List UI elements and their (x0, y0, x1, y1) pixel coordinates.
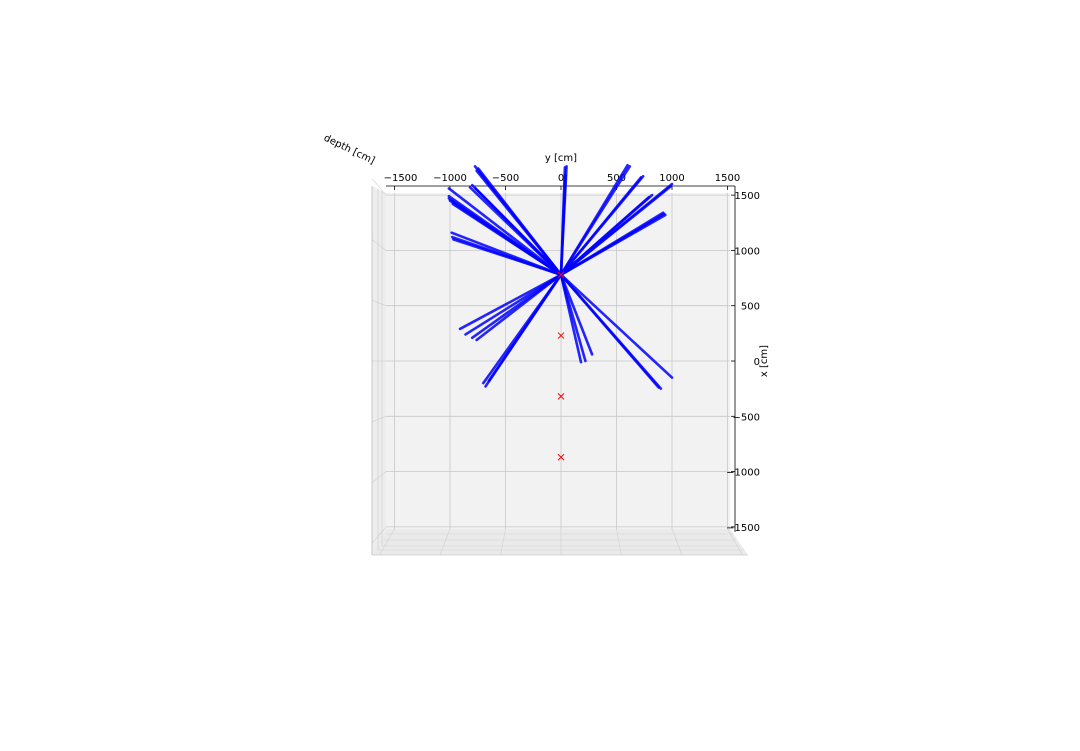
x-tick-label: −500 (492, 173, 519, 184)
floor-grid-line (727, 528, 743, 556)
track-line (475, 273, 563, 342)
side-grid-line (371, 299, 387, 306)
marker-x (557, 271, 565, 279)
grid-lines (371, 178, 743, 556)
track-line (559, 273, 587, 363)
floor-grid-line (379, 528, 395, 556)
x-axis-title: y [cm] (545, 153, 577, 164)
y-tick-label: −1500 (726, 523, 760, 534)
y-tick-label: −500 (733, 412, 760, 423)
track-line (559, 173, 567, 277)
floor-grid-line (500, 528, 506, 556)
track-line (559, 174, 645, 277)
floor-pane (372, 529, 748, 555)
side-grid-line (371, 526, 387, 544)
x-axis-ticks: −1500 −1000 −500 0 500 1000 1500 (384, 173, 740, 190)
x-tick-label: 0 (558, 173, 564, 184)
floor-grid-line (671, 528, 683, 556)
y-tick-label: 1000 (735, 246, 760, 257)
side-grid-line (371, 416, 387, 423)
tracks (447, 163, 674, 390)
depth-axis (371, 186, 748, 556)
floor-grid-line (616, 528, 622, 556)
y-tick-label: 0 (754, 357, 760, 368)
track-line (559, 165, 632, 277)
track-line (559, 273, 594, 356)
y-tick-label: −1000 (726, 468, 760, 479)
side-grid-line (371, 239, 387, 251)
y-tick-label: 500 (741, 302, 760, 313)
track-line (559, 273, 660, 389)
track-line (559, 193, 654, 277)
marker-x (557, 393, 565, 400)
track-line (451, 202, 563, 277)
side-grid-line (371, 178, 387, 196)
track-line (474, 187, 563, 277)
z-axis-title: depth [cm] (322, 133, 377, 167)
track-line (559, 211, 665, 277)
marker-x (557, 332, 565, 339)
track-line (452, 238, 563, 277)
floor-grid-line (439, 528, 451, 556)
x-tick-label: −1000 (433, 173, 467, 184)
y-axis-title: x [cm] (759, 345, 770, 377)
y-tick-label: 1500 (735, 191, 760, 202)
x-tick-label: 1000 (659, 173, 684, 184)
side-grid-line (371, 471, 387, 483)
track-line (559, 273, 674, 379)
x-tick-label: 500 (607, 173, 626, 184)
marker-x (557, 453, 565, 461)
track-line (484, 273, 563, 388)
x-tick-label: −1500 (384, 173, 418, 184)
track-line (477, 167, 563, 277)
y-axis-ticks: 1500 1000 500 0 −500 −1000 −1500 (726, 191, 760, 534)
markers (557, 271, 565, 461)
x-tick-label: 1500 (715, 173, 740, 184)
side-pane (372, 186, 386, 555)
